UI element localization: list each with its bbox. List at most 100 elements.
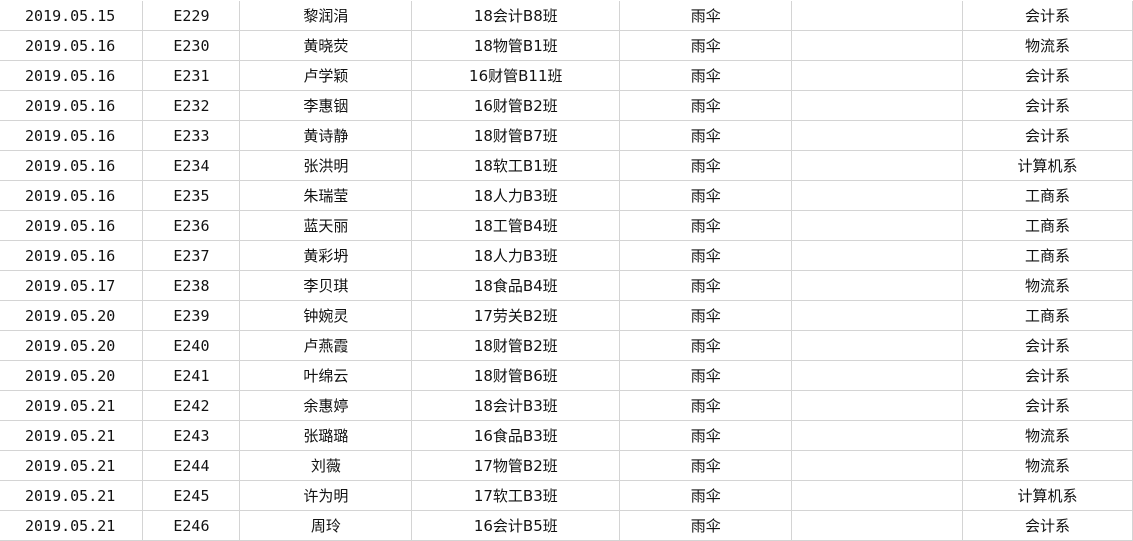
note-cell[interactable] — [791, 510, 964, 541]
department-cell[interactable]: 计算机系 — [962, 150, 1133, 181]
class-cell[interactable]: 18财管B2班 — [411, 330, 621, 361]
note-cell[interactable] — [791, 60, 964, 91]
date-cell[interactable]: 2019.05.21 — [0, 510, 144, 541]
date-cell[interactable]: 2019.05.16 — [0, 150, 144, 181]
name-cell[interactable]: 周玲 — [239, 510, 413, 541]
code-cell[interactable]: E234 — [142, 150, 241, 181]
code-cell[interactable]: E245 — [142, 480, 241, 511]
department-cell[interactable]: 会计系 — [962, 360, 1133, 391]
note-cell[interactable] — [791, 270, 964, 301]
note-cell[interactable] — [791, 30, 964, 61]
class-cell[interactable]: 18人力B3班 — [411, 180, 621, 211]
department-cell[interactable]: 会计系 — [962, 90, 1133, 121]
item-cell[interactable]: 雨伞 — [619, 120, 793, 151]
name-cell[interactable]: 许为明 — [239, 480, 413, 511]
class-cell[interactable]: 17软工B3班 — [411, 480, 621, 511]
department-cell[interactable]: 工商系 — [962, 300, 1133, 331]
date-cell[interactable]: 2019.05.16 — [0, 240, 144, 271]
department-cell[interactable]: 工商系 — [962, 210, 1133, 241]
note-cell[interactable] — [791, 450, 964, 481]
note-cell[interactable] — [791, 300, 964, 331]
code-cell[interactable]: E242 — [142, 390, 241, 421]
class-cell[interactable]: 16财管B11班 — [411, 60, 621, 91]
department-cell[interactable]: 计算机系 — [962, 480, 1133, 511]
code-cell[interactable]: E233 — [142, 120, 241, 151]
department-cell[interactable]: 物流系 — [962, 270, 1133, 301]
name-cell[interactable]: 张璐璐 — [239, 420, 413, 451]
class-cell[interactable]: 18会计B8班 — [411, 1, 621, 31]
item-cell[interactable]: 雨伞 — [619, 90, 793, 121]
code-cell[interactable]: E229 — [142, 1, 241, 31]
name-cell[interactable]: 黄诗静 — [239, 120, 413, 151]
date-cell[interactable]: 2019.05.16 — [0, 180, 144, 211]
code-cell[interactable]: E244 — [142, 450, 241, 481]
item-cell[interactable]: 雨伞 — [619, 510, 793, 541]
item-cell[interactable]: 雨伞 — [619, 270, 793, 301]
name-cell[interactable]: 钟婉灵 — [239, 300, 413, 331]
name-cell[interactable]: 叶绵云 — [239, 360, 413, 391]
class-cell[interactable]: 18财管B7班 — [411, 120, 621, 151]
class-cell[interactable]: 18人力B3班 — [411, 240, 621, 271]
department-cell[interactable]: 会计系 — [962, 120, 1133, 151]
code-cell[interactable]: E238 — [142, 270, 241, 301]
note-cell[interactable] — [791, 150, 964, 181]
date-cell[interactable]: 2019.05.20 — [0, 300, 144, 331]
date-cell[interactable]: 2019.05.16 — [0, 120, 144, 151]
department-cell[interactable]: 工商系 — [962, 240, 1133, 271]
note-cell[interactable] — [791, 1, 964, 31]
date-cell[interactable]: 2019.05.21 — [0, 450, 144, 481]
item-cell[interactable]: 雨伞 — [619, 1, 793, 31]
name-cell[interactable]: 黄彩坍 — [239, 240, 413, 271]
class-cell[interactable]: 17物管B2班 — [411, 450, 621, 481]
item-cell[interactable]: 雨伞 — [619, 360, 793, 391]
note-cell[interactable] — [791, 330, 964, 361]
item-cell[interactable]: 雨伞 — [619, 60, 793, 91]
date-cell[interactable]: 2019.05.20 — [0, 360, 144, 391]
class-cell[interactable]: 16会计B5班 — [411, 510, 621, 541]
date-cell[interactable]: 2019.05.16 — [0, 60, 144, 91]
note-cell[interactable] — [791, 180, 964, 211]
date-cell[interactable]: 2019.05.16 — [0, 30, 144, 61]
item-cell[interactable]: 雨伞 — [619, 450, 793, 481]
department-cell[interactable]: 会计系 — [962, 390, 1133, 421]
date-cell[interactable]: 2019.05.21 — [0, 390, 144, 421]
note-cell[interactable] — [791, 360, 964, 391]
department-cell[interactable]: 物流系 — [962, 420, 1133, 451]
department-cell[interactable]: 会计系 — [962, 330, 1133, 361]
name-cell[interactable]: 李贝琪 — [239, 270, 413, 301]
date-cell[interactable]: 2019.05.21 — [0, 420, 144, 451]
item-cell[interactable]: 雨伞 — [619, 390, 793, 421]
code-cell[interactable]: E232 — [142, 90, 241, 121]
item-cell[interactable]: 雨伞 — [619, 330, 793, 361]
code-cell[interactable]: E235 — [142, 180, 241, 211]
class-cell[interactable]: 18食品B4班 — [411, 270, 621, 301]
class-cell[interactable]: 18财管B6班 — [411, 360, 621, 391]
item-cell[interactable]: 雨伞 — [619, 420, 793, 451]
class-cell[interactable]: 18会计B3班 — [411, 390, 621, 421]
date-cell[interactable]: 2019.05.21 — [0, 480, 144, 511]
name-cell[interactable]: 李惠铟 — [239, 90, 413, 121]
code-cell[interactable]: E240 — [142, 330, 241, 361]
code-cell[interactable]: E230 — [142, 30, 241, 61]
code-cell[interactable]: E246 — [142, 510, 241, 541]
item-cell[interactable]: 雨伞 — [619, 150, 793, 181]
code-cell[interactable]: E241 — [142, 360, 241, 391]
note-cell[interactable] — [791, 420, 964, 451]
department-cell[interactable]: 工商系 — [962, 180, 1133, 211]
note-cell[interactable] — [791, 390, 964, 421]
class-cell[interactable]: 18软工B1班 — [411, 150, 621, 181]
class-cell[interactable]: 17劳关B2班 — [411, 300, 621, 331]
department-cell[interactable]: 物流系 — [962, 30, 1133, 61]
class-cell[interactable]: 18工管B4班 — [411, 210, 621, 241]
date-cell[interactable]: 2019.05.15 — [0, 1, 144, 31]
item-cell[interactable]: 雨伞 — [619, 240, 793, 271]
item-cell[interactable]: 雨伞 — [619, 180, 793, 211]
name-cell[interactable]: 刘薇 — [239, 450, 413, 481]
department-cell[interactable]: 会计系 — [962, 60, 1133, 91]
item-cell[interactable]: 雨伞 — [619, 210, 793, 241]
note-cell[interactable] — [791, 210, 964, 241]
code-cell[interactable]: E236 — [142, 210, 241, 241]
note-cell[interactable] — [791, 90, 964, 121]
name-cell[interactable]: 卢学颖 — [239, 60, 413, 91]
item-cell[interactable]: 雨伞 — [619, 300, 793, 331]
